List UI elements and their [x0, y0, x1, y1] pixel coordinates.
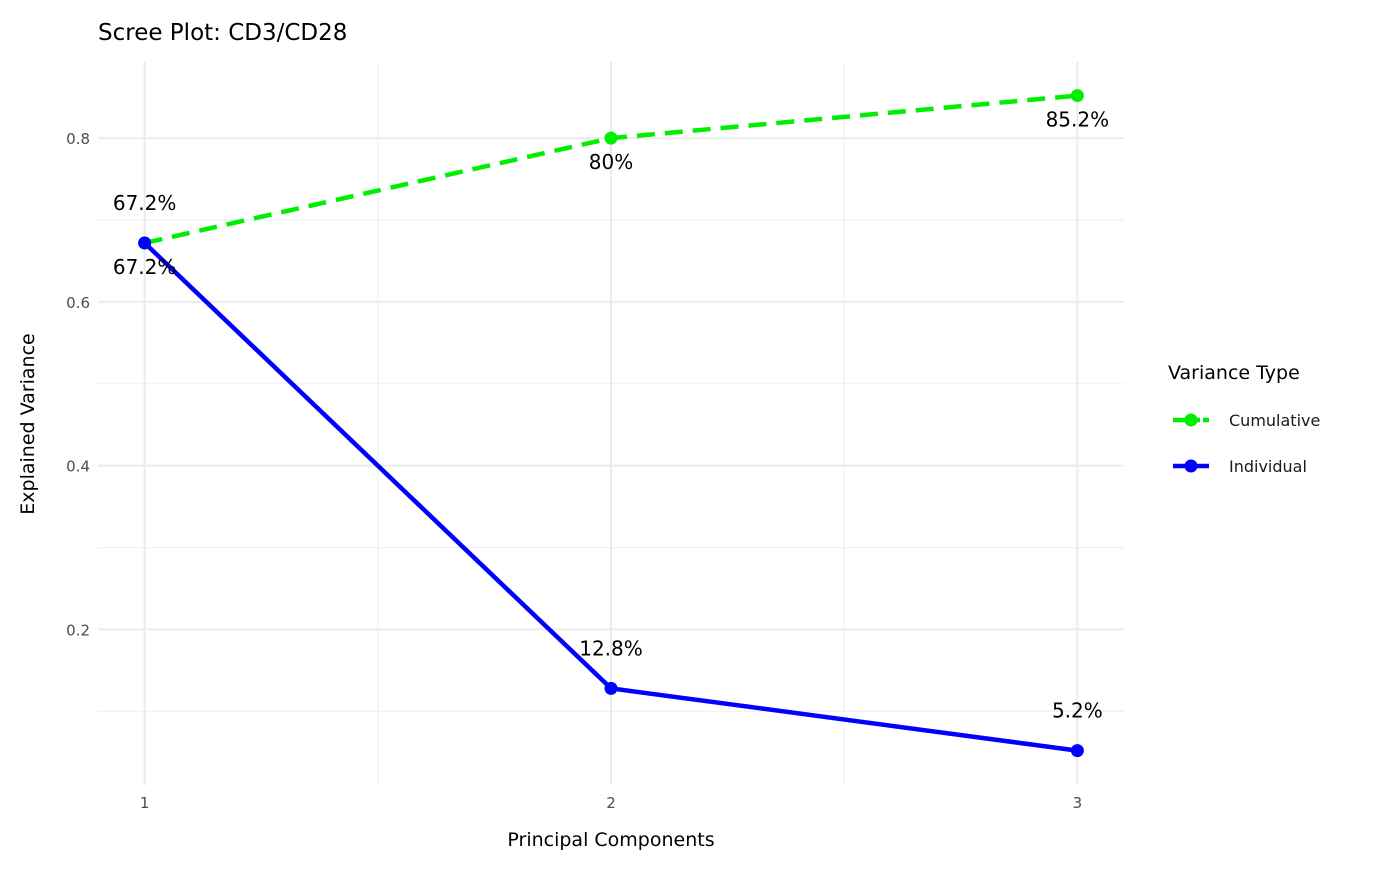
legend-label: Cumulative [1229, 411, 1320, 430]
legend-key-point [1184, 413, 1198, 427]
x-tick-label: 2 [606, 794, 616, 812]
cumulative-data-label: 67.2% [113, 255, 177, 279]
y-tick-label: 0.6 [66, 294, 90, 312]
legend-key-point [1184, 459, 1198, 473]
cumulative-data-label: 80% [589, 150, 633, 174]
legend-label: Individual [1229, 457, 1307, 476]
x-axis-label: Principal Components [507, 829, 714, 851]
x-tick-label: 1 [140, 794, 150, 812]
y-tick-label: 0.2 [66, 621, 90, 639]
individual-data-label: 5.2% [1052, 699, 1103, 723]
cumulative-point [1070, 89, 1084, 103]
x-tick-label: 3 [1073, 794, 1083, 812]
legend-title: Variance Type [1168, 362, 1300, 384]
individual-point [1070, 744, 1084, 758]
individual-data-label: 67.2% [113, 191, 177, 215]
y-axis-label: Explained Variance [17, 333, 39, 514]
individual-point [138, 236, 152, 250]
individual-data-label: 12.8% [579, 636, 643, 660]
y-tick-label: 0.4 [66, 458, 90, 476]
individual-point [604, 681, 618, 695]
y-tick-label: 0.8 [66, 130, 90, 148]
grid [98, 62, 1124, 785]
series-layer: 67.2% 80% 85.2% 67.2% 12.8% 5.2% [113, 89, 1110, 758]
cumulative-data-label: 85.2% [1046, 108, 1110, 132]
axes: 0.2 0.4 0.6 0.8 1 2 3 [66, 130, 1082, 812]
cumulative-point [604, 131, 618, 145]
legend: Variance Type Cumulative Individual [1168, 362, 1320, 476]
chart-title: Scree Plot: CD3/CD28 [98, 20, 347, 46]
